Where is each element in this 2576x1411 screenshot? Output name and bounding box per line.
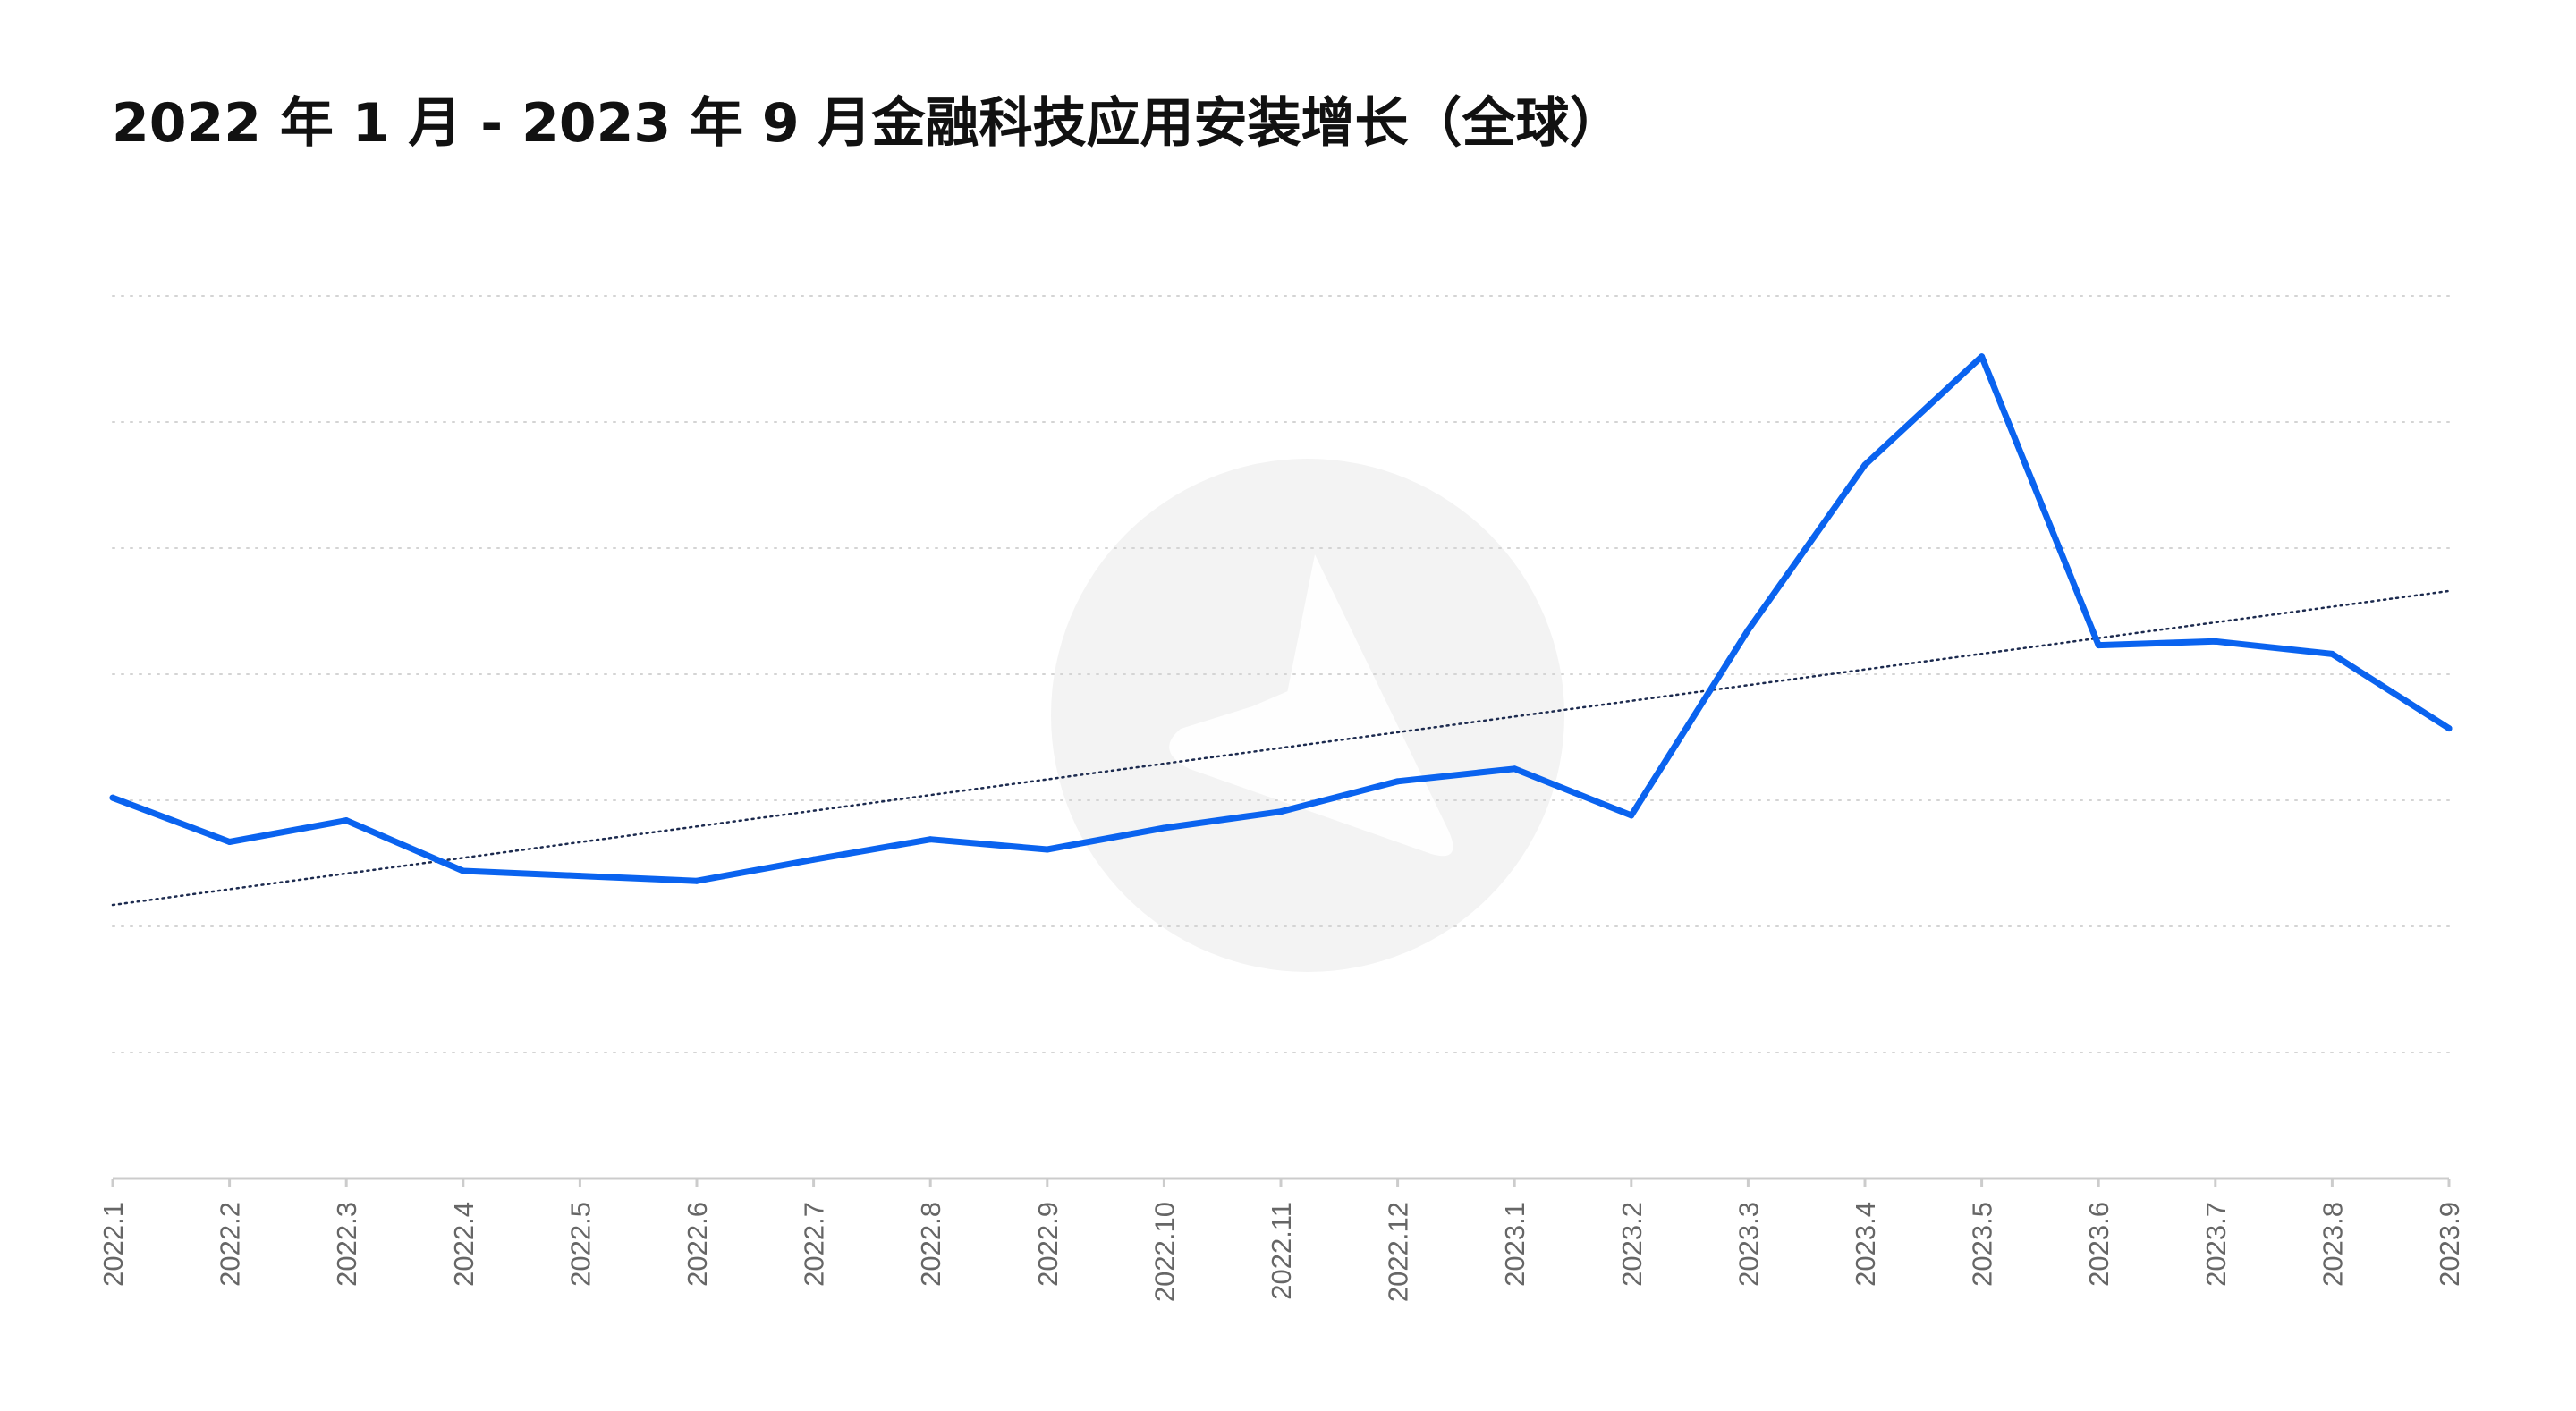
data-point — [1979, 353, 1986, 360]
data-point — [810, 856, 818, 863]
x-tick-label: 2022.7 — [799, 1202, 830, 1287]
data-point — [576, 873, 583, 880]
x-tick-label: 2023.6 — [2083, 1202, 2114, 1287]
data-point — [343, 817, 350, 824]
watermark-logo — [1051, 459, 1564, 972]
x-tick-label: 2022.8 — [915, 1202, 946, 1287]
x-tick-label: 2022.1 — [97, 1202, 129, 1287]
x-tick-label: 2022.3 — [331, 1202, 362, 1287]
data-point — [1044, 846, 1051, 853]
x-tick-label: 2023.7 — [2200, 1202, 2232, 1287]
data-point — [2095, 642, 2102, 649]
data-point — [109, 794, 116, 801]
x-tick-label: 2022.4 — [448, 1202, 479, 1287]
x-tick-label: 2023.3 — [1733, 1202, 1764, 1287]
x-tick-label: 2023.5 — [1967, 1202, 1998, 1287]
x-tick-label: 2022.9 — [1032, 1202, 1063, 1287]
trendline — [111, 589, 2451, 907]
data-point — [1861, 461, 1868, 469]
x-axis: 2022.1 2022.2 2022.3 2022.4 2022.5 2022.6 2022… — [97, 1177, 2465, 1302]
x-tick-label: 2022.10 — [1148, 1202, 1180, 1302]
data-point — [927, 836, 934, 843]
trendline-path — [111, 589, 2451, 907]
x-tick-label: 2022.2 — [215, 1202, 246, 1287]
x-tick-label: 2023.1 — [1499, 1202, 1530, 1287]
x-tick-label: 2023.9 — [2434, 1202, 2465, 1287]
data-point — [1394, 778, 1402, 785]
data-point — [460, 867, 467, 874]
data-point — [1628, 812, 1635, 819]
data-point — [2212, 638, 2219, 645]
data-point — [1160, 824, 1167, 832]
x-tick-label: 2023.4 — [1850, 1202, 1881, 1287]
x-tick-label: 2023.8 — [2317, 1202, 2348, 1287]
x-tick-label: 2022.6 — [682, 1202, 713, 1287]
data-point — [2445, 725, 2453, 732]
x-tick-label: 2022.5 — [564, 1202, 596, 1287]
x-tick-label: 2023.2 — [1616, 1202, 1648, 1287]
x-tick-label: 2022.11 — [1266, 1202, 1297, 1300]
data-point — [1277, 808, 1284, 815]
data-point — [1744, 627, 1751, 634]
data-point — [2328, 650, 2335, 657]
chart-title: 2022 年 1 月 - 2023 年 9 月金融科技应用安装增长（全球） — [112, 92, 1623, 155]
series-group — [109, 353, 2453, 884]
watermark-glyph — [1169, 554, 1453, 857]
data-point — [1511, 765, 1518, 773]
data-point — [226, 839, 233, 846]
x-tick-label: 2022.12 — [1383, 1202, 1414, 1302]
data-point — [693, 877, 700, 884]
